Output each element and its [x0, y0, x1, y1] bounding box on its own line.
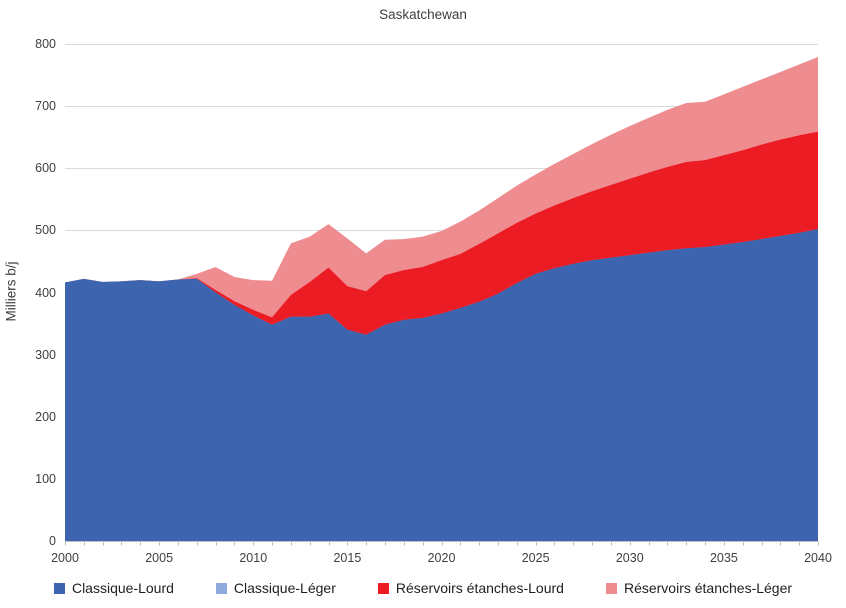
- y-tick-label: 200: [35, 409, 56, 424]
- x-tick-label: 2000: [51, 551, 79, 565]
- legend-label: Réservoirs étanches-Lourd: [395, 580, 564, 596]
- y-tick-label: 800: [35, 37, 56, 51]
- legend: Classique-Lourd Classique-Léger Réservoirs…: [0, 580, 846, 596]
- x-tick-label: 2040: [804, 551, 832, 565]
- x-tick-label: 2025: [521, 551, 550, 565]
- legend-item: Classique-Lourd: [53, 580, 174, 596]
- legend-swatch-icon: [215, 582, 227, 594]
- legend-label: Classique-Lourd: [71, 580, 174, 596]
- legend-swatch-icon: [605, 582, 617, 594]
- x-tick-label: 2015: [333, 551, 362, 565]
- legend-label: Classique-Léger: [233, 580, 336, 596]
- legend-swatch-icon: [377, 582, 389, 594]
- chart-title: Saskatchewan: [379, 7, 467, 22]
- x-tick-label: 2010: [239, 551, 268, 565]
- x-tick-label: 2035: [709, 551, 738, 565]
- area-series-0: [65, 229, 818, 541]
- y-tick-label: 400: [35, 285, 56, 300]
- y-tick-label: 700: [35, 99, 56, 114]
- legend-item: Réservoirs étanches-Léger: [605, 580, 793, 596]
- x-tick-label: 2005: [145, 551, 174, 565]
- legend-swatch-icon: [53, 582, 65, 594]
- y-tick-label: 100: [35, 471, 56, 486]
- legend-item: Réservoirs étanches-Lourd: [377, 580, 564, 596]
- y-tick-label: 500: [35, 223, 56, 238]
- legend-label: Réservoirs étanches-Léger: [623, 580, 793, 596]
- x-tick-label: 2020: [427, 551, 456, 565]
- y-tick-label: 300: [35, 347, 56, 362]
- y-tick-label: 600: [35, 161, 56, 176]
- y-tick-label: 0: [49, 534, 56, 548]
- legend-item: Classique-Léger: [215, 580, 336, 596]
- x-tick-label: 2030: [615, 551, 644, 565]
